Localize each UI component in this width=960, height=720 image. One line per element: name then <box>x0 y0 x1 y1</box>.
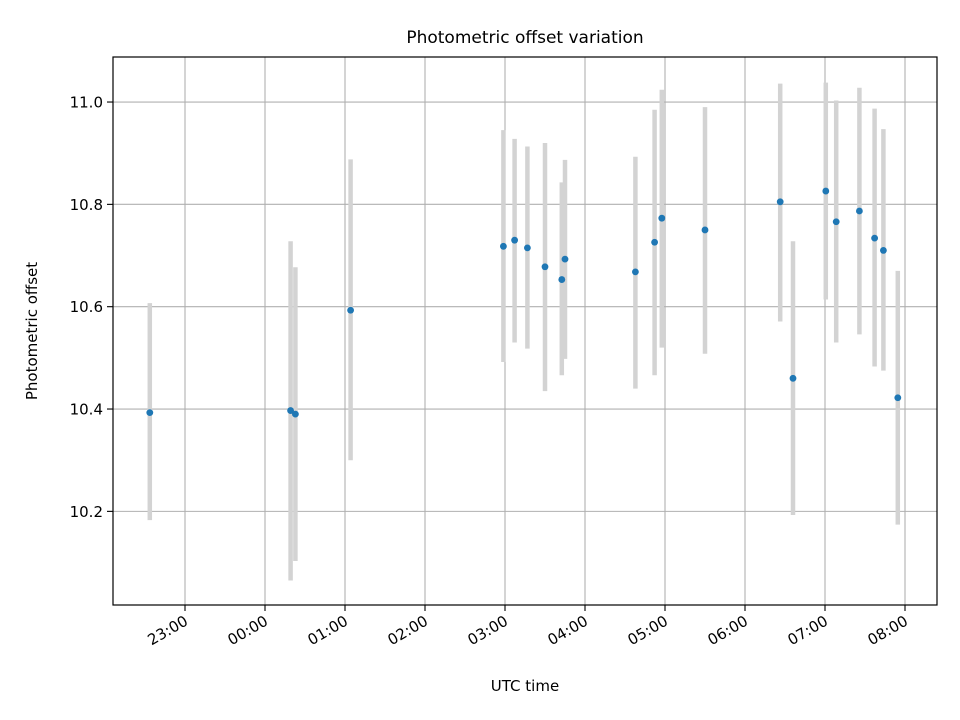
data-point <box>832 218 840 226</box>
axes-frame <box>112 56 938 606</box>
data-point <box>894 394 902 402</box>
data-point <box>701 226 709 234</box>
data-point <box>500 242 507 250</box>
data-points <box>146 187 902 418</box>
data-point <box>856 207 863 215</box>
y-tick-label: 10.4 <box>70 401 103 419</box>
y-axis-ticks: 10.2 10.4 10.6 10.8 11.0 <box>70 94 113 521</box>
data-point <box>632 268 639 276</box>
data-point <box>287 407 294 414</box>
data-point <box>541 263 549 271</box>
data-point <box>658 214 666 222</box>
data-point <box>524 244 531 252</box>
data-point <box>871 234 878 242</box>
data-point <box>822 187 830 195</box>
y-tick-label: 10.6 <box>70 298 103 316</box>
data-point <box>347 306 354 314</box>
data-point <box>561 255 569 263</box>
y-tick-label: 10.2 <box>70 503 103 521</box>
data-point <box>776 198 784 206</box>
data-point <box>292 410 299 418</box>
x-axis-label: UTC time <box>491 677 559 695</box>
y-tick-label: 11.0 <box>70 94 103 112</box>
chart-title: Photometric offset variation <box>406 28 643 48</box>
data-point <box>558 276 566 283</box>
data-point <box>146 409 154 417</box>
data-point <box>789 374 797 382</box>
y-tick-label: 10.8 <box>70 196 103 214</box>
data-point <box>511 236 518 244</box>
data-point <box>651 238 658 246</box>
data-point <box>880 247 887 254</box>
y-axis-label: Photometric offset <box>23 262 41 400</box>
